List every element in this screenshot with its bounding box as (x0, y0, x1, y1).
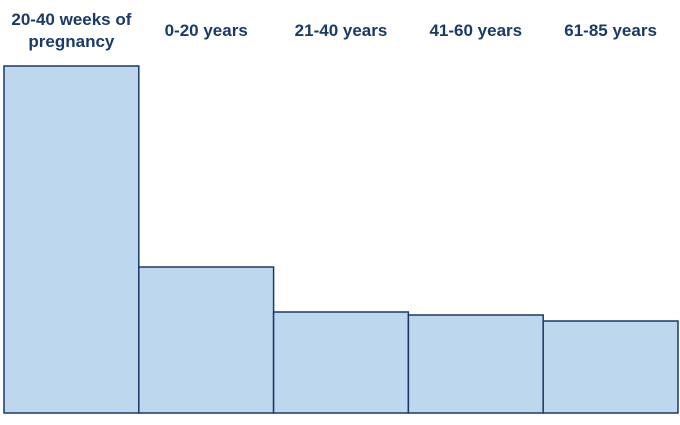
category-label: 61-85 years (564, 21, 657, 40)
category-label: 20-40 weeks of pregnancy (11, 10, 132, 51)
bar (138, 266, 275, 414)
category-label: 41-60 years (429, 21, 523, 40)
bar (3, 65, 140, 414)
bar (272, 311, 410, 414)
bar (407, 314, 544, 414)
category-label: 21-40 years (294, 21, 388, 40)
bar (542, 320, 679, 414)
category-label: 0-20 years (164, 21, 248, 40)
